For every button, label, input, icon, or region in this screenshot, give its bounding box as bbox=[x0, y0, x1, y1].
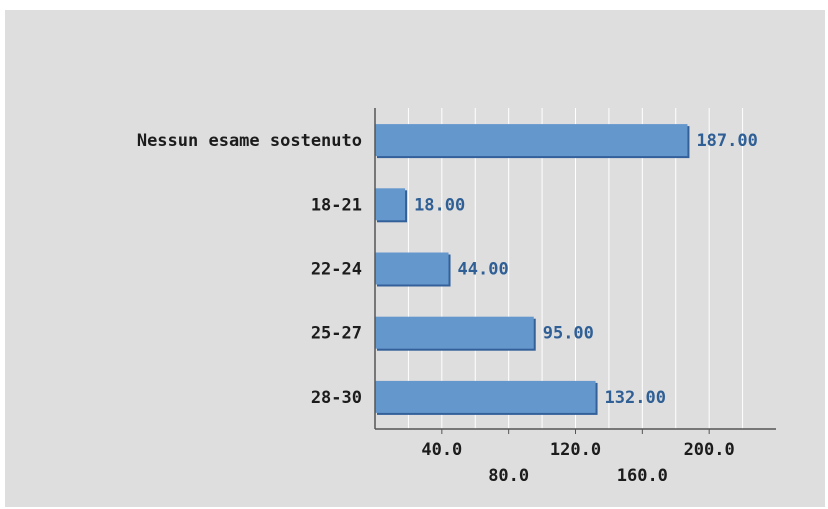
bar bbox=[375, 380, 596, 413]
value-label: 44.00 bbox=[458, 260, 509, 280]
x-tick-label: 120.0 bbox=[550, 440, 601, 460]
value-label: 187.00 bbox=[696, 131, 757, 151]
category-label: 28-30 bbox=[311, 388, 362, 408]
bars bbox=[375, 124, 690, 415]
x-tick-label: 160.0 bbox=[617, 466, 668, 486]
x-tick-label: 40.0 bbox=[421, 440, 462, 460]
axes bbox=[374, 108, 776, 434]
category-label: Nessun esame sostenuto bbox=[137, 131, 362, 151]
x-tick-label: 80.0 bbox=[488, 466, 529, 486]
value-label: 132.00 bbox=[605, 388, 666, 408]
bar bbox=[375, 188, 406, 221]
category-label: 25-27 bbox=[311, 324, 362, 344]
category-label: 18-21 bbox=[311, 195, 362, 215]
value-label: 95.00 bbox=[543, 324, 594, 344]
bar bbox=[375, 316, 534, 349]
bar bbox=[375, 252, 449, 285]
bar bbox=[375, 124, 688, 157]
labels: Nessun esame sostenuto 187.00 18-21 18.00 22… bbox=[137, 131, 758, 486]
value-label: 18.00 bbox=[414, 195, 465, 215]
category-label: 22-24 bbox=[311, 260, 362, 280]
x-tick-label: 200.0 bbox=[684, 440, 735, 460]
